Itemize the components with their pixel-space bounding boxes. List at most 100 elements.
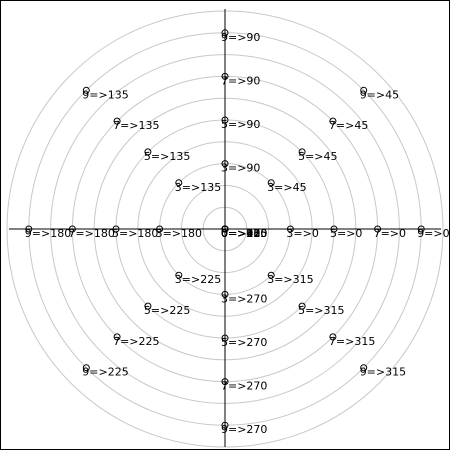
data-point: 7=>270 [221,378,267,393]
point-marker [221,72,229,80]
data-point: 5=>0 [330,225,362,240]
point-marker [175,179,183,187]
point-marker [112,225,120,233]
point-marker [82,86,90,94]
point-marker [330,225,338,233]
point-marker [267,271,275,279]
point-label: 7=>270 [221,380,267,393]
point-label: 0=>180 [221,227,267,240]
data-point: 0=>315 [221,225,267,240]
point-label: 0=>45 [221,227,260,240]
point-marker [156,225,164,233]
point-marker [221,225,229,233]
point-marker [144,148,152,156]
data-point: 3=>225 [175,271,221,286]
point-marker [82,364,90,372]
point-label: 7=>135 [113,119,159,132]
data-point: 7=>90 [221,72,260,87]
point-label: 0=>270 [221,227,267,240]
point-label: 9=>180 [25,227,71,240]
point-label: 7=>45 [329,119,368,132]
point-marker [298,148,306,156]
point-label: 0=>135 [221,227,267,240]
data-point: 5=>180 [112,225,158,240]
data-point: 9=>315 [360,364,406,379]
point-label: 9=>270 [221,423,267,436]
point-marker [417,225,425,233]
point-marker [221,378,229,386]
point-marker [221,334,229,342]
point-marker [221,160,229,168]
data-point: 3=>0 [286,225,319,240]
data-point: 3=>180 [156,225,202,240]
point-marker [113,117,121,125]
data-point: 5=>90 [221,116,260,131]
point-marker [360,86,368,94]
point-label: 5=>225 [144,304,190,317]
point-marker [286,225,294,233]
axes [9,9,441,447]
point-marker [267,179,275,187]
point-label: 9=>315 [360,366,406,379]
data-point: 7=>315 [329,333,375,348]
data-point: 3=>315 [267,271,314,286]
point-label: 7=>225 [113,335,159,348]
data-point: 9=>270 [221,421,267,436]
data-point: 3=>45 [267,179,307,194]
point-label: 0=>0 [221,227,253,240]
point-label: 3=>270 [221,292,267,305]
data-point: 5=>315 [298,302,345,317]
point-marker [374,225,382,233]
data-point: 9=>225 [82,364,129,379]
data-point: 7=>180 [68,225,115,240]
point-label: 5=>135 [144,150,190,163]
point-marker [298,302,306,310]
point-marker [329,117,337,125]
point-label: 3=>180 [156,227,202,240]
point-label: 7=>90 [221,74,260,87]
data-point: 5=>135 [144,148,190,163]
data-point: 3=>270 [221,290,267,305]
point-label: 0=>315 [221,227,267,240]
point-marker [221,421,229,429]
data-point: 7=>45 [329,117,368,132]
point-label: 9=>45 [360,88,399,101]
point-marker [25,225,33,233]
data-point: 9=>45 [360,86,399,101]
point-label: 3=>90 [221,162,260,175]
point-marker [221,29,229,37]
point-marker [144,302,152,310]
point-marker [175,271,183,279]
data-point: 3=>90 [221,160,260,175]
point-label: 5=>90 [221,118,260,131]
data-point: 5=>45 [298,148,338,163]
point-label: 3=>0 [286,227,318,240]
point-label: 0=>90 [221,227,260,240]
data-point: 9=>0 [417,225,449,240]
point-marker [329,333,337,341]
data-points: 0=>00=>450=>900=>1350=>1800=>2250=>2700=… [25,29,449,436]
point-label: 7=>180 [68,227,114,240]
point-marker [113,333,121,341]
point-label: 9=>90 [221,31,260,44]
data-point: 9=>135 [82,86,129,101]
point-marker [221,290,229,298]
point-marker [221,116,229,124]
point-label: 3=>225 [175,273,221,286]
point-label: 0=>225 [221,227,267,240]
point-label: 9=>0 [417,227,449,240]
point-label: 5=>270 [221,336,267,349]
point-label: 3=>135 [175,181,221,194]
point-label: 3=>45 [267,181,306,194]
data-point: 9=>180 [25,225,71,240]
point-label: 5=>315 [298,304,344,317]
point-label: 7=>315 [329,335,375,348]
data-point: 7=>0 [374,225,406,240]
point-label: 5=>180 [112,227,158,240]
data-point: 5=>225 [144,302,190,317]
point-label: 7=>0 [374,227,406,240]
point-label: 5=>45 [298,150,337,163]
point-label: 9=>225 [82,366,128,379]
point-label: 3=>315 [267,273,313,286]
point-label: 5=>0 [330,227,362,240]
